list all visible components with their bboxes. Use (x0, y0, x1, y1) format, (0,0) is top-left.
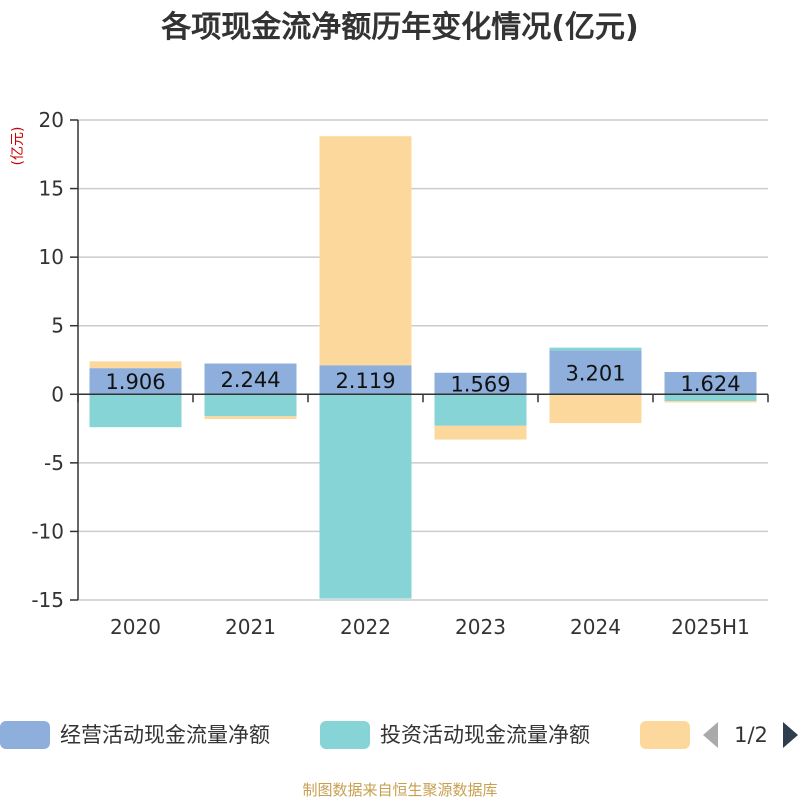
pager-prev-icon[interactable] (703, 722, 718, 748)
bar-series-2-2023[interactable] (434, 394, 527, 426)
y-tick-label: 20 (39, 108, 64, 132)
x-tick-label: 2020 (110, 615, 161, 639)
y-tick-label: 0 (51, 382, 64, 406)
bar-series-1-2025H1[interactable] (664, 372, 757, 395)
x-tick-label: 2023 (455, 615, 506, 639)
bar-series-1-2023[interactable] (434, 372, 527, 395)
y-tick-label: 10 (39, 245, 64, 269)
pager-next-icon[interactable] (783, 722, 798, 748)
bar-series-3-2023[interactable] (434, 425, 527, 440)
bar-series-1-2020[interactable] (89, 368, 182, 395)
y-tick-label: -15 (31, 588, 64, 612)
legend-label-1[interactable]: 经营活动现金流量净额 (60, 723, 270, 747)
bar-series-3-2022[interactable] (319, 136, 412, 366)
bar-series-3-2025H1[interactable] (664, 401, 757, 403)
data-label-2021: 2.244 (220, 368, 280, 392)
source-note: 制图数据来自恒生聚源数据库 (302, 781, 497, 799)
pager-text: 1/2 (734, 723, 768, 747)
bar-series-3-2021[interactable] (204, 416, 297, 419)
data-label-2022: 2.119 (335, 369, 395, 393)
y-tick-label: 5 (51, 314, 64, 338)
bar-series-2-2022[interactable] (319, 394, 412, 599)
y-tick-label: -5 (44, 451, 64, 475)
y-axis-unit: (亿元) (10, 127, 26, 166)
x-tick-label: 2022 (340, 615, 391, 639)
grid-lines (78, 119, 768, 601)
y-tick-label: 15 (39, 177, 64, 201)
bar-series-2-2024[interactable] (549, 347, 642, 351)
data-label-2023: 1.569 (450, 373, 510, 397)
bar-series-3-2024[interactable] (549, 394, 642, 424)
bars (89, 136, 757, 599)
bar-series-2-2021[interactable] (204, 394, 297, 417)
data-label-2024: 3.201 (565, 361, 625, 385)
legend-swatch-2[interactable] (320, 721, 370, 749)
bar-series-1-2024[interactable] (549, 350, 642, 395)
data-labels: 1.906 2.244 2.119 1.569 3.201 1.624 (105, 361, 740, 396)
bar-series-3-2020[interactable] (89, 361, 182, 369)
bar-series-2-2020[interactable] (89, 394, 182, 428)
x-tick-label: 2024 (570, 615, 621, 639)
legend: 经营活动现金流量净额 投资活动现金流量净额 (0, 721, 690, 749)
legend-swatch-3[interactable] (640, 721, 690, 749)
data-label-2020: 1.906 (105, 370, 165, 394)
x-tick-label: 2021 (225, 615, 276, 639)
x-tick-label: 2025H1 (671, 615, 750, 639)
legend-pager: 1/2 (703, 722, 798, 748)
bar-series-1-2021[interactable] (204, 363, 297, 395)
y-tick-label: -10 (31, 519, 64, 543)
bar-series-2-2025H1[interactable] (664, 394, 757, 402)
legend-label-2[interactable]: 投资活动现金流量净额 (380, 723, 590, 747)
chart-title: 各项现金流净额历年变化情况(亿元) (160, 10, 638, 45)
bar-series-1-2022[interactable] (319, 365, 412, 395)
legend-swatch-1[interactable] (0, 721, 50, 749)
data-label-2025H1: 1.624 (680, 372, 740, 396)
